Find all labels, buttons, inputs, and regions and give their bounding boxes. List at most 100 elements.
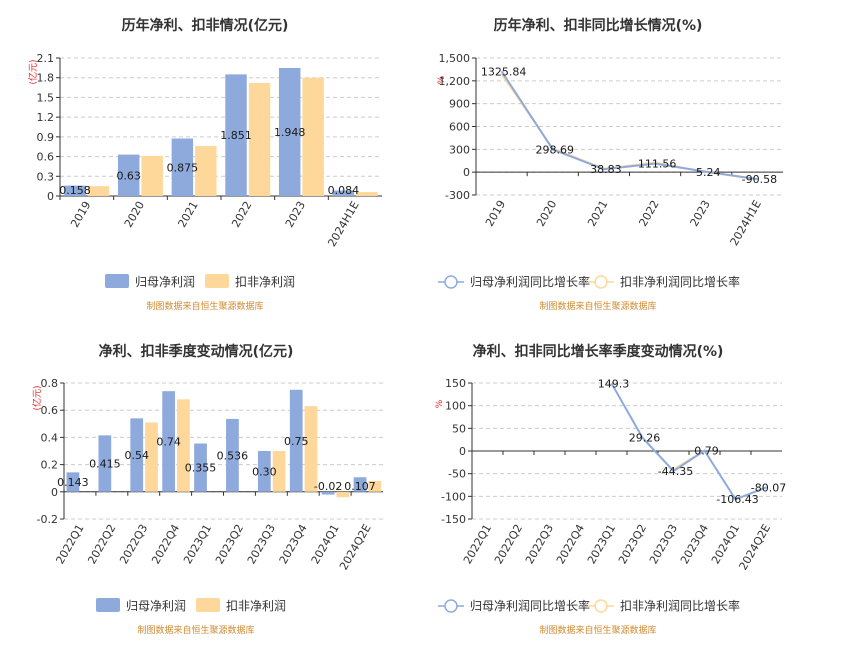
data-source-note: 制图数据来自恒生聚源数据库 [137,624,254,636]
bar-net-profit [226,418,239,492]
bar-deducted-profit [356,192,378,196]
y-tick-label: -300 [445,189,470,202]
x-tick-label: 2023Q4 [678,522,711,566]
y-tick-label: -0.2 [37,513,58,526]
x-tick-label: 2023 [688,198,713,229]
bar-net-profit [64,185,86,196]
x-tick-label: 2020 [122,199,147,230]
bar-deducted-profit [87,186,110,196]
y-axis-unit: (亿元) [31,385,43,410]
y-tick-label: 0 [51,486,58,499]
data-label: 1.851 [220,129,252,142]
legend-marker [594,599,608,613]
bar-deducted-profit [368,480,382,492]
legend-swatch [196,598,220,612]
data-label: 111.56 [638,158,677,171]
x-tick-label: 2023Q1 [585,522,618,566]
legend-swatch [205,274,229,288]
bar-net-profit [278,67,301,196]
y-tick-label: 0 [463,166,470,179]
chart-title: 净利、扣非同比增长率季度变动情况(%) [473,343,724,360]
legend: 归母净利润 扣非净利润 [96,598,286,613]
bar-deducted-profit [141,155,163,196]
bar-deducted-profit [177,399,190,492]
x-tick-label: 2022Q1 [53,522,86,566]
data-label: 0.107 [344,480,376,493]
legend-label: 扣非净利润同比增长率 [620,598,740,613]
data-label: 0.79 [694,445,719,458]
x-tick-label: 2022 [636,198,661,229]
data-source-note: 制图数据来自恒生聚源数据库 [539,624,656,636]
y-tick-label: 0.4 [41,431,59,444]
bar-net-profit [332,190,355,196]
x-tick-label: 2023Q3 [647,522,680,566]
x-tick-label: 2023Q2 [616,522,649,566]
legend-marker [594,275,608,289]
bar-deducted-profit [195,146,217,196]
line-net-profit-growth [610,382,767,501]
chart-3: 净利、扣非季度变动情况(亿元) (亿元) -0.2 0 0.2 0.4 0.6 0.8 2022… [31,343,383,636]
data-label: 1.948 [274,126,306,139]
y-tick-label: 1.2 [37,111,55,124]
x-tick-label: 2024Q1 [709,522,742,566]
legend: 归母净利润同比增长率 扣非净利润同比增长率 [438,274,740,289]
y-tick-label: 0.3 [37,170,55,183]
y-tick-label: -100 [441,490,466,503]
y-tick-label: 50 [452,422,466,435]
bar-deducted-profit [272,451,286,492]
bar-deducted-profit [248,82,271,196]
legend-label: 归母净利润 [126,599,186,613]
y-tick-label: 0.9 [37,131,55,144]
y-tick-label: 0.6 [41,404,59,417]
data-label: -106.43 [716,493,758,506]
chart-title: 净利、扣非季度变动情况(亿元) [99,343,294,360]
data-label: 0.415 [89,458,121,471]
bar-net-profit [289,389,303,492]
x-tick-label: 2022Q4 [149,522,182,566]
bar-deducted-profit [302,77,324,196]
x-tick-label: 2023 [283,199,308,230]
data-label: 298.69 [536,143,575,156]
legend-swatch [96,598,120,612]
data-label: 0.875 [167,161,199,174]
bar-net-profit [353,477,367,492]
y-tick-label: 0.6 [37,151,55,164]
data-label: 0.63 [116,169,141,182]
legend-label: 归母净利润 [135,275,195,289]
y-tick-label: 1,500 [439,52,471,65]
x-tick-label: 2019 [68,199,93,230]
x-tick-label: 2024Q2E [737,522,774,572]
bar-net-profit [225,74,247,196]
chart-title: 历年净利、扣非同比增长情况(%) [494,17,703,34]
line-net-profit-growth [500,70,758,181]
x-tick-label: 2022Q3 [117,522,150,566]
y-axis-unit: % [437,75,447,84]
x-tick-label: 2023Q2 [213,522,246,566]
y-tick-label: 100 [445,400,466,413]
y-tick-label: 900 [449,98,470,111]
y-tick-label: 2.1 [37,52,55,65]
bar-net-profit [321,491,335,495]
legend-marker [444,275,458,289]
x-tick-label: 2022Q3 [523,522,556,566]
x-tick-label: 2024Q2E [337,522,374,572]
data-label: 0.54 [124,449,149,462]
x-tick-label: 2024H1E [325,199,361,249]
chart-2: 历年净利、扣非同比增长情况(%)% -300 0 300 600 900 1,200 1,50… [437,17,783,312]
y-axis-unit: % [435,399,445,408]
x-tick-label: 2019 [483,198,508,229]
bar-net-profit [117,154,140,196]
y-tick-label: 0.2 [41,459,59,472]
y-tick-label: -50 [448,468,466,481]
y-tick-label: 0 [459,445,466,458]
legend: 归母净利润同比增长率 扣非净利润同比增长率 [438,598,740,613]
y-tick-label: 1.8 [37,72,55,85]
legend-swatch [105,274,129,288]
y-tick-label: 0 [47,190,54,203]
data-label: 0.084 [328,184,360,197]
legend: 归母净利润 扣非净利润 [105,274,295,289]
data-label: -44.35 [658,465,693,478]
bar-net-profit [194,443,207,492]
y-tick-label: 1,200 [439,75,471,88]
